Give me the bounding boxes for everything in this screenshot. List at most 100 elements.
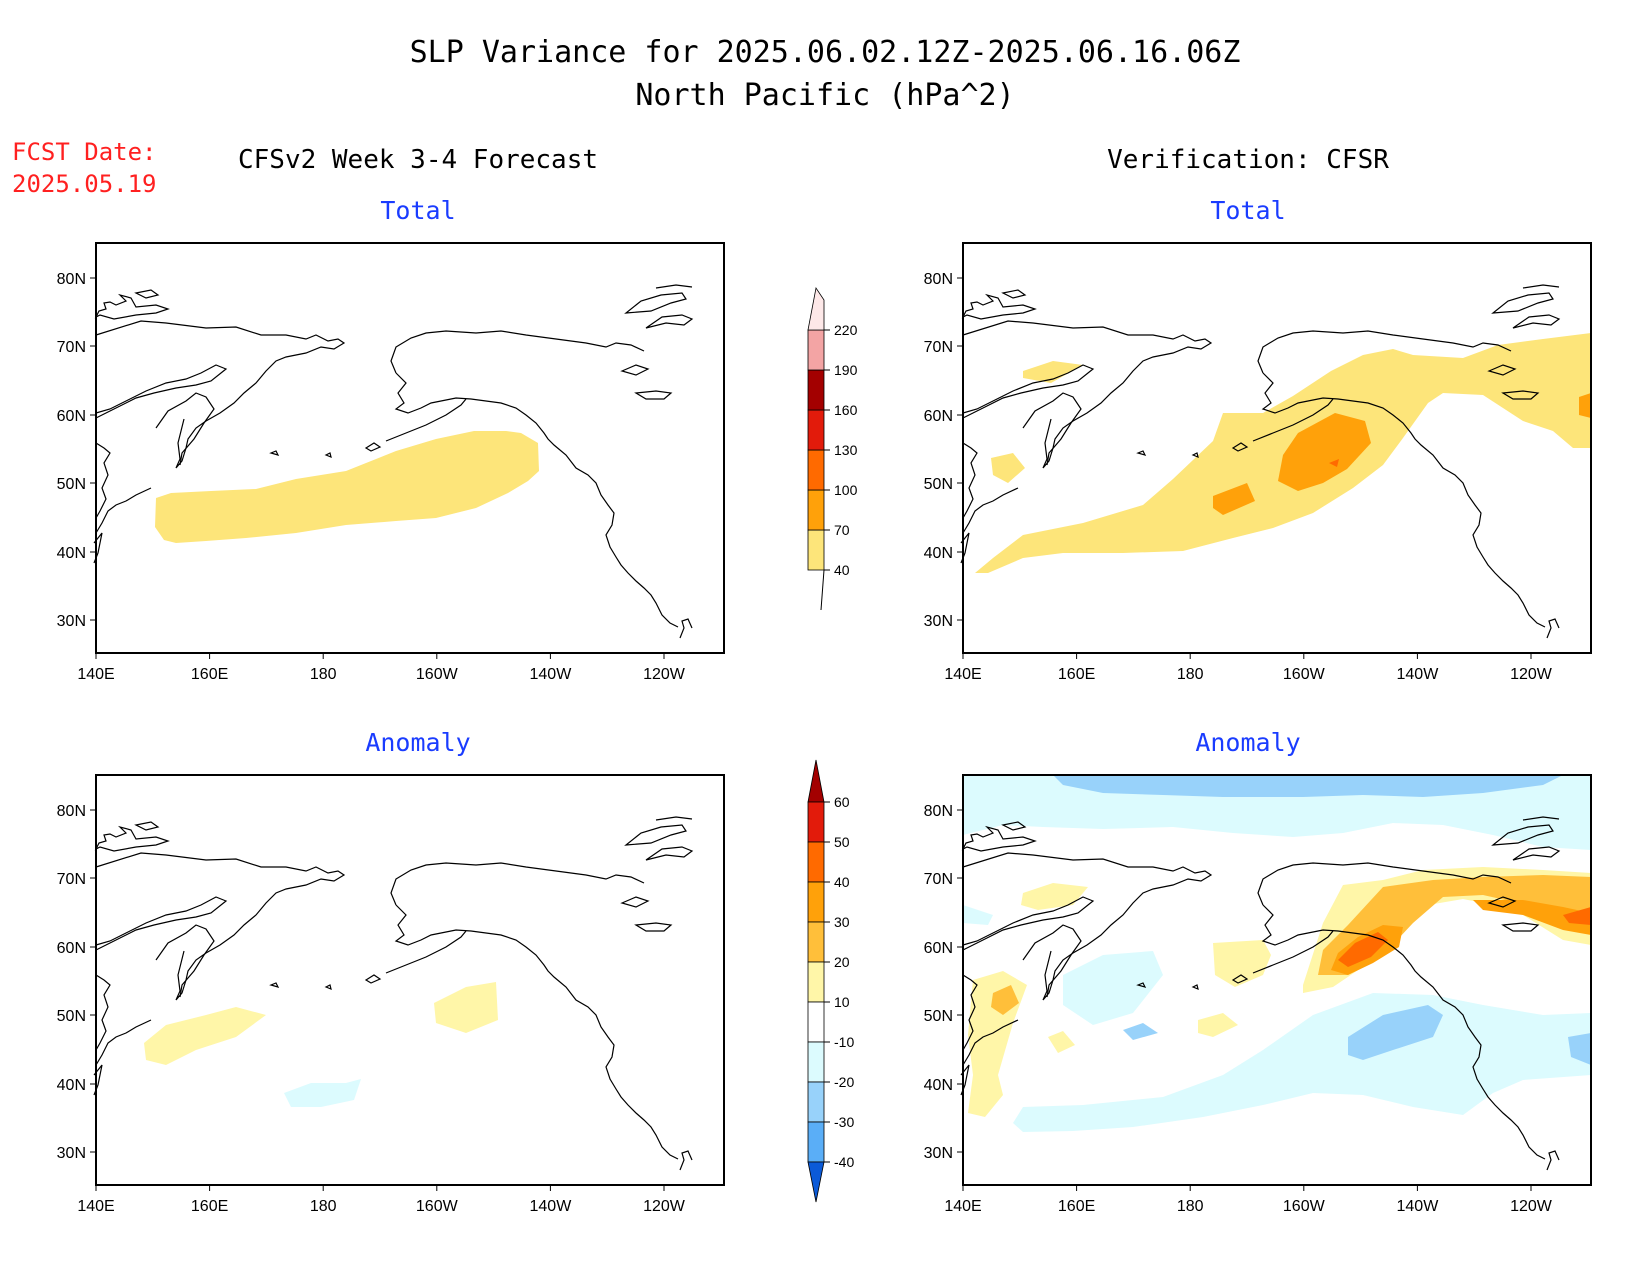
lon-tick-label: 140E	[944, 1198, 981, 1215]
lon-tick-label: 140W	[530, 1198, 573, 1215]
lat-tick-label: 40N	[57, 545, 86, 562]
colorbar-anomaly-label: 10	[834, 994, 850, 1010]
lon-tick-label: 140E	[944, 666, 981, 683]
axes-layer: 140E 160E 180 160W 140W 120W 80N 70N 60N 50N 40N 30…	[57, 271, 1553, 1215]
lat-tick-label: 80N	[924, 803, 953, 820]
verif-anomaly-shading-pos40	[1338, 932, 1388, 967]
verif-total-shading-40	[1023, 361, 1083, 383]
verif-anomaly-shading-neg20	[1053, 775, 1563, 797]
lon-tick-label: 140E	[77, 1198, 114, 1215]
colorbar-anomaly-label: 50	[834, 834, 850, 850]
colorbar-anomaly-label: 60	[834, 794, 850, 810]
colorbar-total: 40 70 100 130 160 190 220	[807, 286, 858, 611]
lat-tick-label: 60N	[57, 408, 86, 425]
lon-tick-label: 120W	[643, 1198, 686, 1215]
lon-tick-label: 180	[310, 666, 337, 683]
lat-tick-label: 70N	[57, 339, 86, 356]
verif-anomaly-shading-pos10	[1021, 883, 1088, 910]
colorbar-anomaly-swatch	[807, 881, 825, 923]
lon-tick-label: 160W	[416, 1198, 459, 1215]
verif-anomaly-shading-pos20	[991, 985, 1019, 1015]
colorbar-anomaly-arrow-top	[807, 759, 825, 803]
panel-title-verif-anom: Anomaly	[1195, 728, 1300, 757]
colorbar-anomaly-label: 40	[834, 874, 850, 890]
lat-tick-label: 80N	[924, 271, 953, 288]
verif-total-shading-40	[991, 453, 1025, 483]
lat-tick-label: 30N	[924, 613, 953, 630]
colorbar-anomaly-swatch	[807, 841, 825, 883]
lat-tick-label: 50N	[924, 476, 953, 493]
verif-anomaly-shading-pos40	[1563, 907, 1591, 925]
lon-tick-label: 140W	[1397, 1198, 1440, 1215]
colorbar-anomaly-swatch	[807, 1081, 825, 1123]
lat-tick-label: 50N	[924, 1008, 953, 1025]
verif-anomaly-shading-neg20	[1568, 1033, 1591, 1065]
colorbar-total-label: 190	[834, 362, 858, 378]
lon-tick-label: 160W	[1283, 666, 1326, 683]
forecast-anomaly-shading-pos	[144, 1007, 266, 1065]
lat-tick-label: 70N	[924, 871, 953, 888]
verif-anomaly-shading-neg10	[1013, 993, 1591, 1132]
lat-tick-label: 40N	[57, 1077, 86, 1094]
colorbar-anomaly-swatch	[807, 801, 825, 843]
colorbar-anomaly-swatch	[807, 961, 825, 1003]
lat-tick-label: 40N	[924, 545, 953, 562]
panel-fcst-anom	[93, 774, 725, 1186]
lon-tick-label: 140W	[1397, 666, 1440, 683]
lon-tick-label: 140W	[530, 666, 573, 683]
colorbar-anomaly-label: -30	[834, 1114, 854, 1130]
lon-tick-label: 160E	[1058, 666, 1095, 683]
fcst-date-value: 2025.05.19	[12, 170, 157, 198]
verif-anomaly-shading-pos10	[1198, 1013, 1238, 1037]
verif-total-shading-70	[1278, 413, 1371, 491]
verif-anomaly-shading-pos10	[1213, 940, 1271, 987]
lon-tick-label: 160W	[1283, 1198, 1326, 1215]
colorbar-anomaly-label: 20	[834, 954, 850, 970]
colorbar-anomaly-arrow-bottom	[807, 1161, 825, 1203]
forecast-anomaly-shading-neg	[284, 1079, 361, 1107]
lat-tick-label: 80N	[57, 271, 86, 288]
panel-title-fcst-total: Total	[380, 196, 455, 225]
lat-tick-label: 30N	[57, 613, 86, 630]
panel-verif-anom	[960, 774, 1592, 1186]
colorbar-anomaly-label: -20	[834, 1074, 854, 1090]
verif-total-shading-100	[1329, 459, 1339, 467]
colorbar-total-swatch	[807, 286, 825, 331]
lat-tick-label: 50N	[57, 476, 86, 493]
colorbar-anomaly-label: -10	[834, 1034, 854, 1050]
forecast-total-shading	[155, 431, 539, 543]
verif-anomaly-shading-pos30	[1473, 900, 1591, 935]
right-column-header: Verification: CFSR	[1107, 145, 1389, 175]
forecast-anomaly-shading-pos	[434, 982, 498, 1033]
verif-total-shading-70	[1213, 483, 1255, 515]
lon-tick-label: 120W	[1510, 1198, 1553, 1215]
lat-tick-label: 80N	[57, 803, 86, 820]
panel-fcst-total	[93, 242, 725, 654]
map-frame	[95, 774, 725, 1186]
panel-verif-total	[960, 242, 1592, 654]
lat-tick-label: 60N	[57, 940, 86, 957]
verif-total-shading-40	[975, 333, 1591, 573]
fcst-date-label: FCST Date:	[12, 138, 157, 166]
colorbar-total-swatch	[807, 529, 825, 571]
main-title: SLP Variance for 2025.06.02.12Z-2025.06.…	[410, 35, 1241, 70]
colorbar-total-swatch	[807, 329, 825, 371]
verif-anomaly-shading-neg10	[963, 905, 993, 925]
main-subtitle: North Pacific (hPa^2)	[635, 78, 1014, 113]
lon-tick-label: 160W	[416, 666, 459, 683]
verif-anomaly-shading-neg20	[1348, 1005, 1443, 1060]
lat-tick-label: 60N	[924, 408, 953, 425]
lon-tick-label: 140E	[77, 666, 114, 683]
colorbar-total-label: 70	[834, 522, 850, 538]
colorbar-total-label: 220	[834, 322, 858, 338]
panel-title-verif-total: Total	[1210, 196, 1285, 225]
map-frame	[95, 242, 725, 654]
colorbar-total-swatch	[807, 409, 825, 451]
colorbar-anomaly-swatch	[807, 1041, 825, 1083]
panel-title-fcst-anom: Anomaly	[365, 728, 470, 757]
lon-tick-label: 120W	[1510, 666, 1553, 683]
lon-tick-label: 160E	[1058, 1198, 1095, 1215]
verif-anomaly-shading-neg20	[1123, 1023, 1158, 1040]
map-frame	[962, 774, 1592, 1186]
